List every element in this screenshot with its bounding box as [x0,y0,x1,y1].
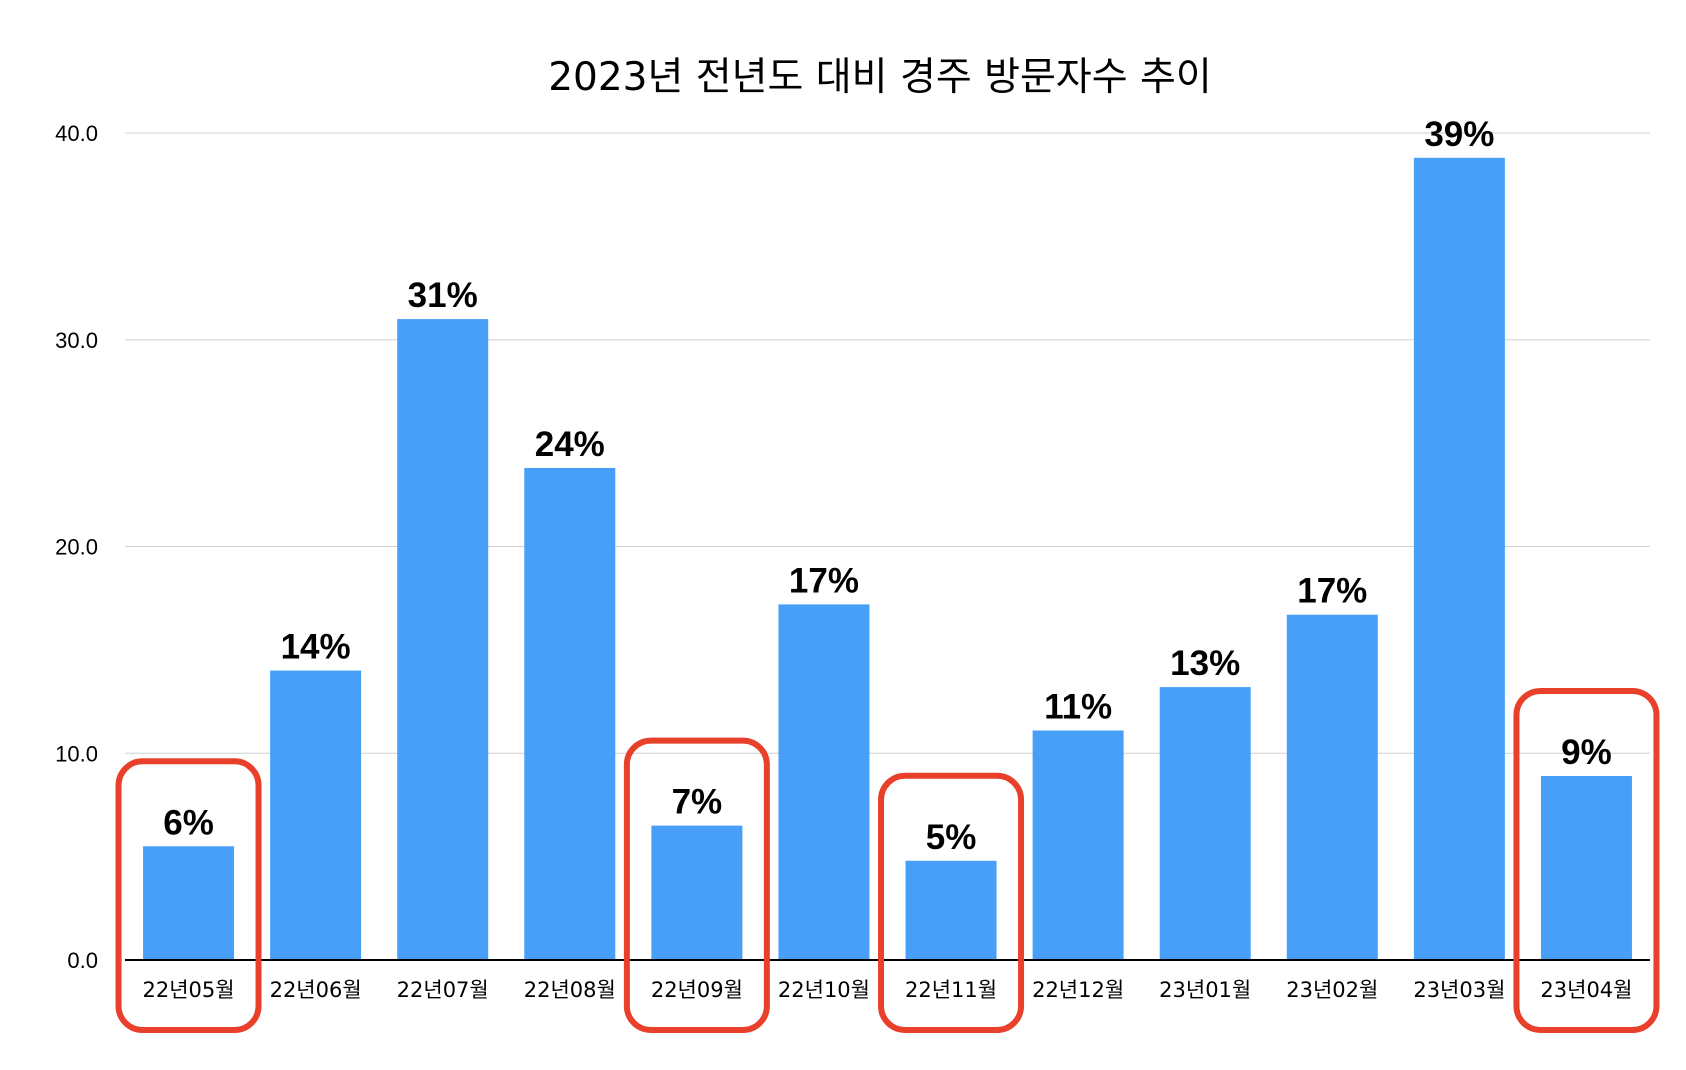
bar [143,846,235,960]
data-label: 14% [281,628,351,667]
bar [1540,775,1632,960]
x-tick-label: 23년01월 [1159,978,1251,1002]
bar [1032,730,1124,960]
data-label: 13% [1170,644,1240,683]
bar [524,467,616,960]
highlight-boxes [115,687,1660,1034]
x-tick-label: 22년09월 [651,978,743,1002]
data-label: 24% [535,425,605,464]
x-tick-label: 22년08월 [524,978,616,1002]
x-tick-label: 22년10월 [778,978,870,1002]
x-tick-label: 22년07월 [397,978,489,1002]
bar [397,319,489,960]
x-tick-label: 23년04월 [1540,978,1632,1002]
data-label: 5% [926,818,977,857]
highlight-box [878,772,1025,1034]
data-label: 9% [1561,733,1612,772]
bar [905,860,997,960]
data-label: 17% [1297,572,1367,611]
bar [1413,157,1505,960]
highlight-box [115,758,262,1033]
x-axis-categories: 22년05월 22년06월 22년07월 22년08월 22년09월 22년10월 22년1… [142,978,1632,1002]
x-tick-label: 23년02월 [1286,978,1378,1002]
data-label: 39% [1424,115,1494,154]
y-tick-label: 0.0 [67,948,98,973]
x-tick-label: 23년03월 [1413,978,1505,1002]
bars [143,157,1632,960]
y-tick-label: 20.0 [55,535,98,560]
bar [270,670,362,960]
x-tick-label: 22년11월 [905,978,997,1002]
bar [651,825,743,960]
highlight-box [1513,687,1660,1033]
y-tick-label: 40.0 [55,121,98,146]
y-tick-label: 10.0 [55,741,98,766]
highlight-box [623,737,770,1033]
data-label: 6% [163,803,214,842]
x-tick-label: 22년06월 [270,978,362,1002]
data-label: 11% [1044,688,1112,727]
data-labels: 6% 14% 31% 24% 7% 17% 5% 11% 13% 17% 39% 9% [163,115,1612,857]
y-tick-label: 30.0 [55,328,98,353]
x-tick-label: 22년12월 [1032,978,1124,1002]
bar [1286,614,1378,960]
data-label: 31% [408,276,478,315]
chart-title: 2023년 전년도 대비 경주 방문자수 추이 [548,55,1212,100]
data-label: 7% [672,783,723,822]
bar [778,604,870,960]
data-label: 17% [789,561,859,600]
x-tick-label: 22년05월 [142,978,234,1002]
bar [1159,687,1251,960]
y-axis-ticks: 0.0 10.0 20.0 30.0 40.0 [55,121,98,973]
gridlines [125,132,1650,754]
